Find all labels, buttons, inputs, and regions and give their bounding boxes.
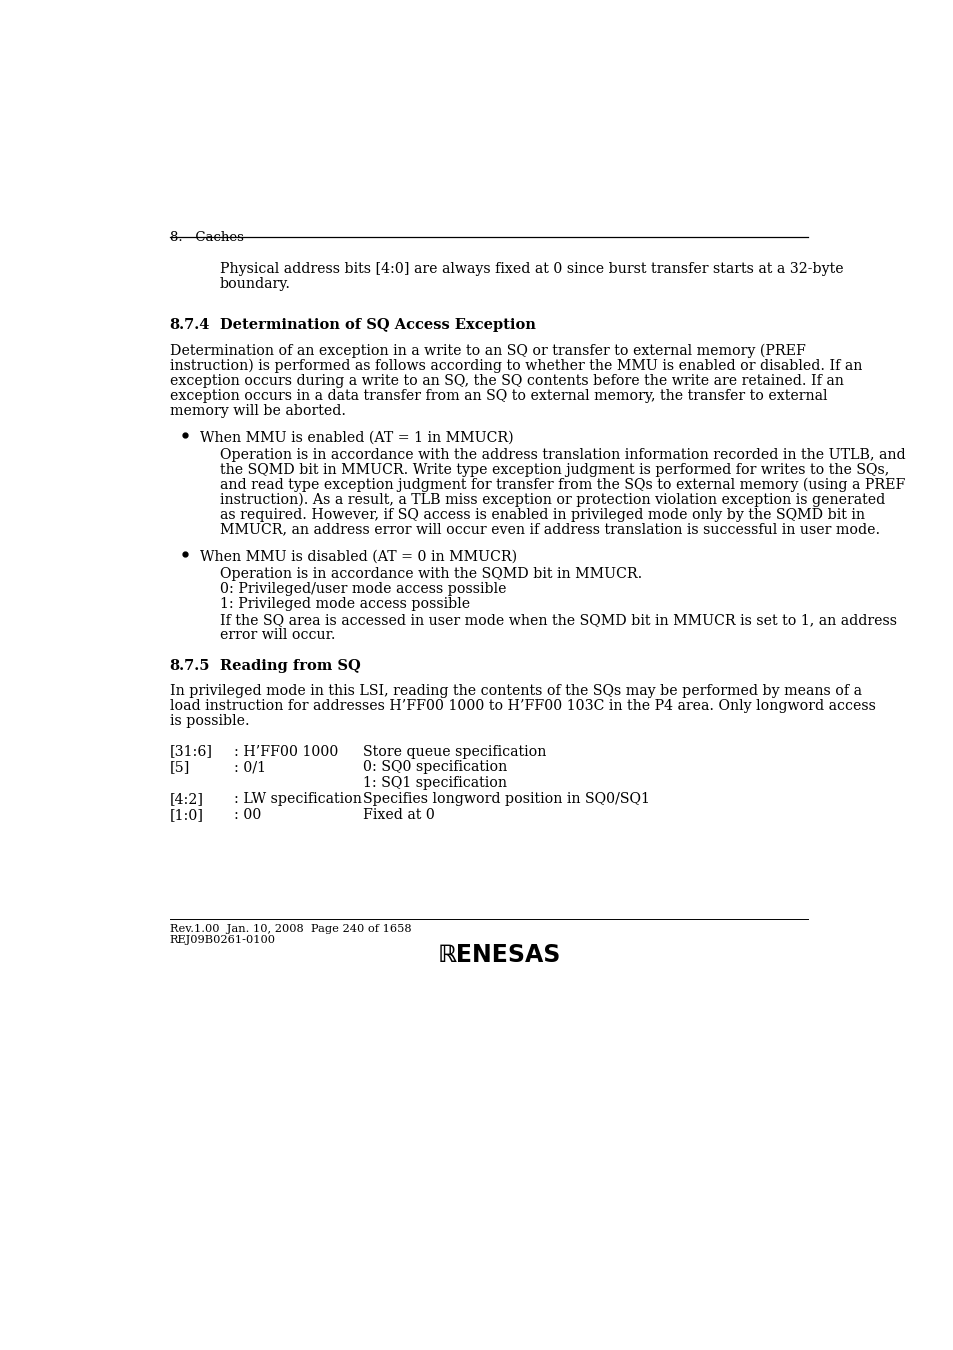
Text: as required. However, if SQ access is enabled in privileged mode only by the SQM: as required. However, if SQ access is en… <box>220 508 864 521</box>
Text: 8.7.5: 8.7.5 <box>170 659 210 672</box>
Text: When MMU is disabled (AT = 0 in MMUCR): When MMU is disabled (AT = 0 in MMUCR) <box>199 549 517 564</box>
Text: : 0/1: : 0/1 <box>233 760 266 775</box>
Text: 8.   Caches: 8. Caches <box>170 231 243 244</box>
Text: and read type exception judgment for transfer from the SQs to external memory (u: and read type exception judgment for tra… <box>220 478 904 493</box>
Text: 1: SQ1 specification: 1: SQ1 specification <box>363 776 507 790</box>
Text: 0: Privileged/user mode access possible: 0: Privileged/user mode access possible <box>220 582 506 595</box>
Text: 1: Privileged mode access possible: 1: Privileged mode access possible <box>220 597 470 610</box>
Text: [31:6]: [31:6] <box>170 744 213 759</box>
Text: Rev.1.00  Jan. 10, 2008  Page 240 of 1658: Rev.1.00 Jan. 10, 2008 Page 240 of 1658 <box>170 925 411 934</box>
Text: MMUCR, an address error will occur even if address translation is successful in : MMUCR, an address error will occur even … <box>220 522 880 537</box>
Text: Store queue specification: Store queue specification <box>363 744 546 759</box>
Text: 8.7.4: 8.7.4 <box>170 319 210 332</box>
Text: Fixed at 0: Fixed at 0 <box>363 807 435 822</box>
Text: 0: SQ0 specification: 0: SQ0 specification <box>363 760 507 775</box>
Text: Specifies longword position in SQ0/SQ1: Specifies longword position in SQ0/SQ1 <box>363 792 650 806</box>
Text: Determination of SQ Access Exception: Determination of SQ Access Exception <box>220 319 536 332</box>
Text: : H’FF00 1000: : H’FF00 1000 <box>233 744 338 759</box>
Text: REJ09B0261-0100: REJ09B0261-0100 <box>170 936 275 945</box>
Text: exception occurs in a data transfer from an SQ to external memory, the transfer : exception occurs in a data transfer from… <box>170 389 826 402</box>
Text: Operation is in accordance with the address translation information recorded in : Operation is in accordance with the addr… <box>220 448 904 462</box>
Text: : LW specification: : LW specification <box>233 792 361 806</box>
Text: error will occur.: error will occur. <box>220 628 335 643</box>
Text: [1:0]: [1:0] <box>170 807 203 822</box>
Text: Determination of an exception in a write to an SQ or transfer to external memory: Determination of an exception in a write… <box>170 344 804 358</box>
Text: the SQMD bit in MMUCR. Write type exception judgment is performed for writes to : the SQMD bit in MMUCR. Write type except… <box>220 463 888 477</box>
Text: load instruction for addresses H’FF00 1000 to H’FF00 103C in the P4 area. Only l: load instruction for addresses H’FF00 10… <box>170 699 875 713</box>
Text: [5]: [5] <box>170 760 190 775</box>
Text: instruction) is performed as follows according to whether the MMU is enabled or : instruction) is performed as follows acc… <box>170 359 862 373</box>
Text: In privileged mode in this LSI, reading the contents of the SQs may be performed: In privileged mode in this LSI, reading … <box>170 684 861 698</box>
Text: Physical address bits [4:0] are always fixed at 0 since burst transfer starts at: Physical address bits [4:0] are always f… <box>220 262 842 277</box>
Text: If the SQ area is accessed in user mode when the SQMD bit in MMUCR is set to 1, : If the SQ area is accessed in user mode … <box>220 613 896 628</box>
Text: memory will be aborted.: memory will be aborted. <box>170 404 345 417</box>
Text: [4:2]: [4:2] <box>170 792 203 806</box>
Text: is possible.: is possible. <box>170 714 249 729</box>
Text: Operation is in accordance with the SQMD bit in MMUCR.: Operation is in accordance with the SQMD… <box>220 567 641 580</box>
Text: instruction). As a result, a TLB miss exception or protection violation exceptio: instruction). As a result, a TLB miss ex… <box>220 493 884 508</box>
Text: When MMU is enabled (AT = 1 in MMUCR): When MMU is enabled (AT = 1 in MMUCR) <box>199 431 513 446</box>
Text: Reading from SQ: Reading from SQ <box>220 659 360 672</box>
Text: exception occurs during a write to an SQ, the SQ contents before the write are r: exception occurs during a write to an SQ… <box>170 374 842 387</box>
Text: ℝENESAS: ℝENESAS <box>436 942 560 967</box>
Text: : 00: : 00 <box>233 807 261 822</box>
Text: boundary.: boundary. <box>220 277 291 292</box>
